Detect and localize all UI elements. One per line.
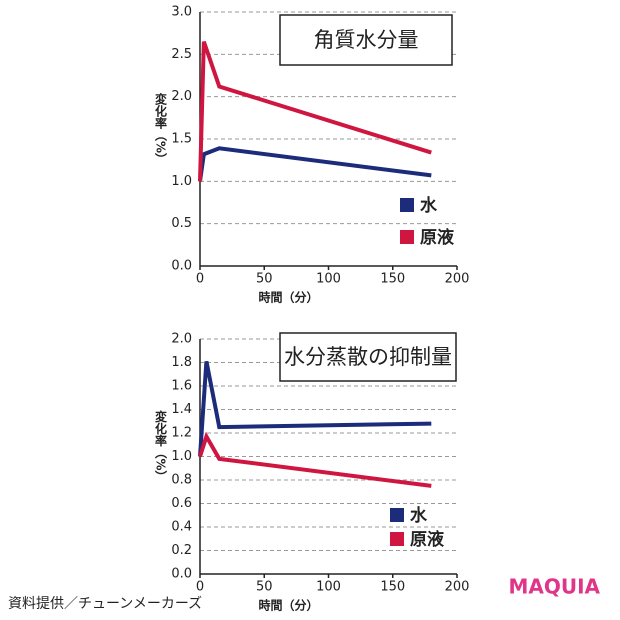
y-tick-label: 1.2 bbox=[171, 426, 192, 441]
y-axis-label: 変化率（%） bbox=[154, 92, 168, 165]
source: 資料提供／チューンメーカーズ bbox=[8, 596, 202, 612]
y-tick-label: 1.8 bbox=[171, 355, 192, 370]
legend-swatch bbox=[400, 230, 414, 244]
x-tick-label: 0 bbox=[196, 580, 204, 595]
y-tick-label: 3.0 bbox=[171, 5, 192, 20]
brand: MAQUIA bbox=[508, 575, 600, 599]
series-line bbox=[198, 431, 432, 488]
series-line bbox=[198, 40, 432, 182]
legend-label: 原液 bbox=[420, 227, 454, 248]
y-tick-label: 0.2 bbox=[171, 543, 192, 558]
chart-title: 角質水分量 bbox=[314, 28, 419, 52]
legend-label: 水 bbox=[420, 195, 438, 216]
y-tick-label: 2.0 bbox=[171, 332, 192, 347]
x-tick-label: 50 bbox=[256, 580, 273, 595]
x-tick-label: 0 bbox=[196, 272, 204, 287]
x-tick-label: 200 bbox=[445, 272, 470, 287]
x-axis-label: 時間（分） bbox=[258, 290, 318, 305]
x-axis-label: 時間（分） bbox=[258, 598, 318, 613]
x-tick-label: 150 bbox=[380, 272, 405, 287]
legend-swatch bbox=[390, 508, 404, 522]
y-tick-label: 1.4 bbox=[171, 402, 192, 417]
y-tick-label: 2.0 bbox=[171, 89, 192, 104]
y-tick-label: 0.8 bbox=[171, 473, 192, 488]
y-tick-label: 1.6 bbox=[171, 379, 192, 394]
chart-title: 水分蒸散の抑制量 bbox=[284, 345, 452, 369]
y-tick-label: 0.0 bbox=[171, 567, 192, 582]
title-box bbox=[279, 14, 453, 66]
y-tick-label: 0.5 bbox=[171, 216, 192, 231]
x-tick-label: 100 bbox=[316, 580, 341, 595]
y-tick-label: 0.4 bbox=[171, 520, 192, 535]
y-tick-label: 0.6 bbox=[171, 496, 192, 511]
series-line bbox=[198, 146, 432, 182]
legend-label: 水 bbox=[410, 505, 428, 526]
title-box bbox=[279, 332, 457, 382]
y-axis-label: 変化率（%） bbox=[154, 409, 168, 482]
y-tick-label: 1.5 bbox=[171, 132, 192, 147]
y-tick-label: 1.0 bbox=[171, 449, 192, 464]
x-tick-label: 200 bbox=[445, 580, 470, 595]
series-line bbox=[198, 360, 432, 457]
legend-label: 原液 bbox=[410, 529, 444, 550]
x-tick-label: 150 bbox=[380, 580, 405, 595]
legend-swatch bbox=[400, 198, 414, 212]
legend-swatch bbox=[390, 532, 404, 546]
x-tick-label: 100 bbox=[316, 272, 341, 287]
y-tick-label: 2.5 bbox=[171, 47, 192, 62]
x-tick-label: 50 bbox=[256, 272, 273, 287]
y-tick-label: 1.0 bbox=[171, 174, 192, 189]
y-tick-label: 0.0 bbox=[171, 259, 192, 274]
